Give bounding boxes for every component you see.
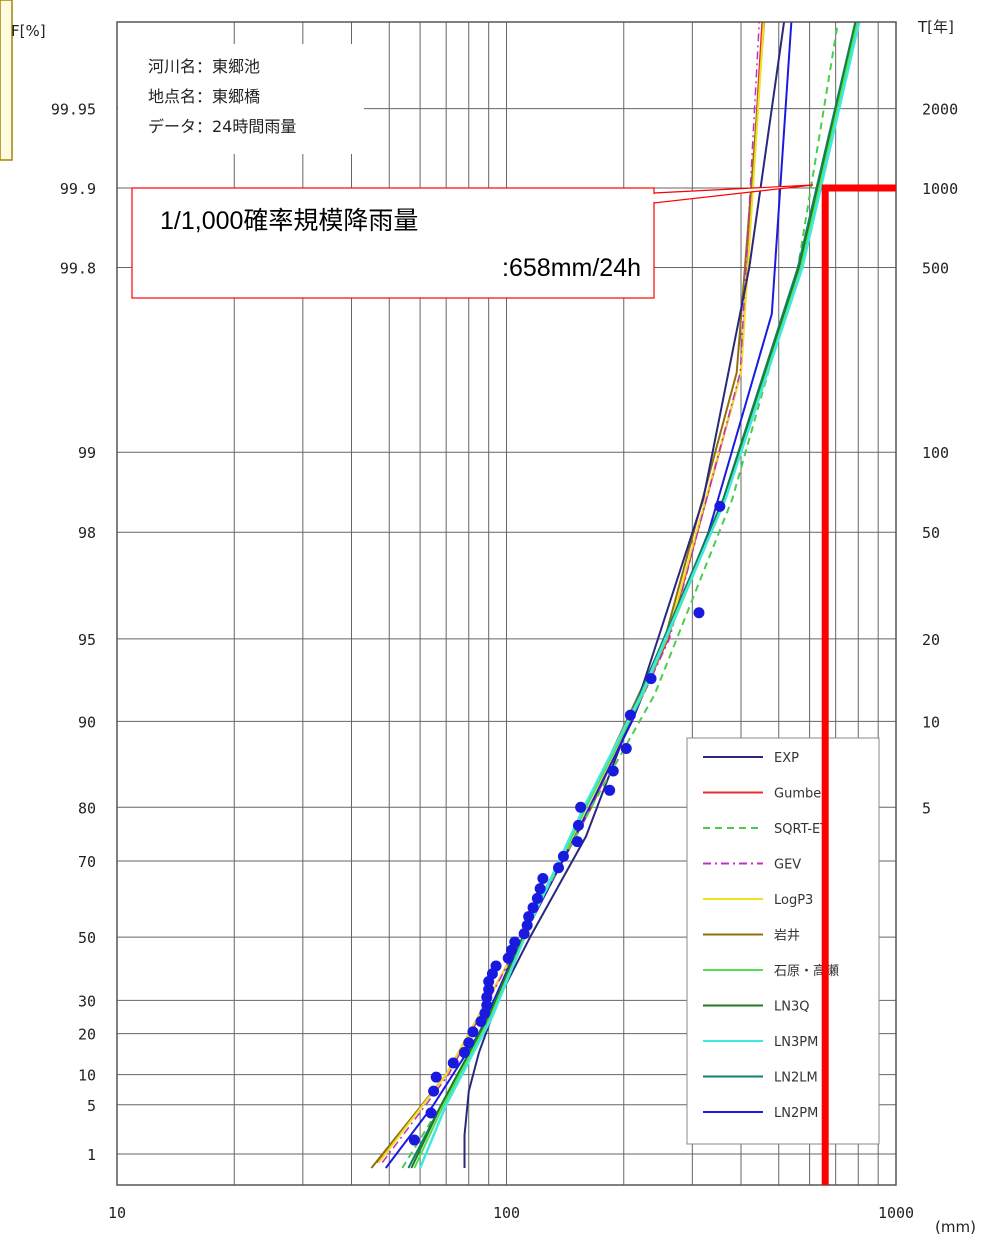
data-point: [624, 709, 636, 721]
y-tick-left: 99: [78, 444, 96, 462]
data-point: [645, 673, 657, 685]
y-tick-right: 10: [922, 713, 940, 731]
data-point: [604, 784, 616, 796]
data-point: [408, 1134, 420, 1146]
data-point: [463, 1037, 475, 1049]
y-tick-right: 50: [922, 524, 940, 542]
legend-label: EXP: [774, 751, 799, 766]
data-point: [483, 983, 495, 995]
y-axis-right-label: T[年]: [917, 18, 954, 36]
y-tick-left: 99.8: [60, 259, 96, 277]
y-tick-right: 20: [922, 631, 940, 649]
data-point: [490, 960, 502, 972]
fitted-line: [463, 22, 786, 1168]
legend-label: GEV: [774, 858, 801, 873]
data-point: [458, 1046, 470, 1058]
info-data-type: データ：24時間雨量: [148, 117, 296, 136]
data-point: [475, 1016, 487, 1028]
plot-frame: [116, 21, 897, 1186]
y-tick-right: 100: [922, 444, 949, 462]
data-point: [518, 928, 530, 940]
y-tick-right: 2000: [922, 101, 958, 119]
observed-points: [408, 500, 726, 1146]
y-tick-left: 20: [78, 1026, 96, 1044]
data-point: [693, 607, 705, 619]
data-point: [428, 1085, 440, 1097]
y-tick-left: 1: [87, 1146, 96, 1164]
axis-ticks: 151020305070809095989999.899.999.9599.99…: [51, 101, 958, 1222]
info-box: 河川名：東郷池 地点名：東郷橋 データ：24時間雨量: [118, 44, 364, 154]
y-tick-left: 30: [78, 992, 96, 1010]
legend-label: SQRT-ET: [774, 822, 828, 837]
info-point-name: 地点名：東郷橋: [148, 87, 260, 106]
y-tick-left: 10: [78, 1067, 96, 1085]
callout-1000yr: 1/1,000確率規模降雨量 :658mm/24h: [131, 184, 814, 299]
x-axis-unit-label: (mm): [935, 1218, 976, 1236]
y-tick-left: 5: [87, 1097, 96, 1115]
legend-label: LN3PM: [774, 1035, 818, 1050]
data-point: [481, 999, 493, 1011]
legend-label: 石原・高瀬: [774, 963, 839, 979]
legend-label: LN2PM: [774, 1106, 818, 1121]
data-point: [553, 862, 565, 874]
data-point: [430, 1071, 442, 1083]
fitted-line: [381, 22, 761, 1163]
y-tick-right: 1000: [922, 180, 958, 198]
legend-label: LogP3: [774, 893, 813, 908]
x-tick: 1000: [878, 1204, 914, 1222]
callout-box: [131, 187, 655, 299]
x-tick: 10: [108, 1204, 126, 1222]
data-point: [527, 902, 539, 914]
legend-label: LN2LM: [774, 1071, 818, 1086]
data-point: [531, 892, 543, 904]
data-point: [467, 1026, 479, 1038]
data-point: [537, 873, 549, 885]
y-tick-left: 99.9: [60, 180, 96, 198]
info-river-name: 河川名：東郷池: [148, 57, 260, 76]
data-point: [523, 911, 535, 923]
y-tick-left: 80: [78, 799, 96, 817]
data-point: [575, 801, 587, 813]
data-point: [534, 883, 546, 895]
data-point: [572, 819, 584, 831]
data-point: [447, 1057, 459, 1069]
left-edge-yellow-box: [0, 0, 13, 161]
data-point: [607, 765, 619, 777]
legend-label: Gumbel: [774, 787, 825, 802]
y-tick-right: 5: [922, 799, 931, 817]
data-point: [714, 500, 726, 512]
y-tick-left: 95: [78, 631, 96, 649]
data-point: [521, 919, 533, 931]
y-tick-left: 98: [78, 524, 96, 542]
legend-label: 岩井: [774, 929, 800, 944]
x-tick: 100: [493, 1204, 520, 1222]
callout-title: 1/1,000確率規模降雨量: [160, 207, 418, 235]
callout-marker-lines: [821, 184, 896, 1185]
legend-label: LN3Q: [774, 1000, 809, 1015]
y-tick-left: 99.95: [51, 101, 96, 119]
y-tick-left: 50: [78, 929, 96, 947]
data-point: [557, 850, 569, 862]
y-tick-left: 90: [78, 713, 96, 731]
data-point: [425, 1107, 437, 1119]
y-axis-left-label: F[%]: [11, 22, 46, 40]
data-point: [509, 936, 521, 948]
y-tick-right: 500: [922, 259, 949, 277]
data-point: [571, 836, 583, 848]
data-point: [620, 742, 632, 754]
callout-value: :658mm/24h: [502, 254, 641, 282]
y-tick-left: 70: [78, 853, 96, 871]
